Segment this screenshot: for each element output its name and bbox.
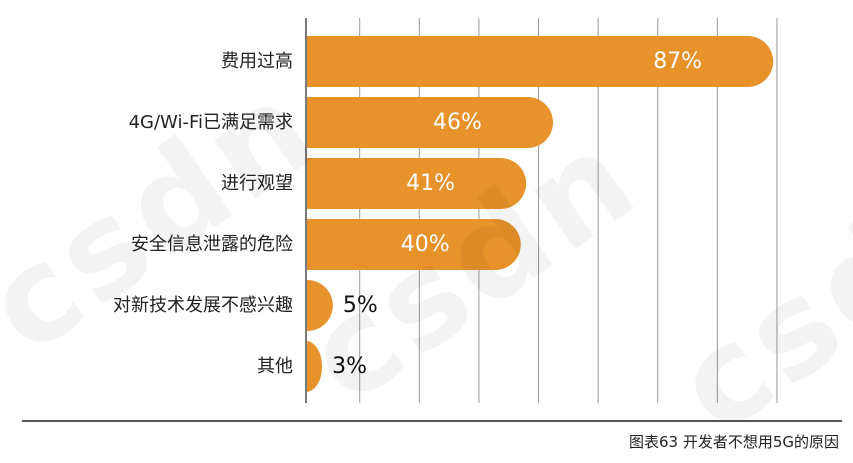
data-label: 46% [433,109,482,135]
data-label: 40% [400,231,450,257]
bar [306,36,774,87]
data-label: 5% [342,292,378,318]
category-label: 其他 [257,355,293,377]
bar [306,97,554,148]
data-label: 87% [653,48,703,74]
data-label: 41% [406,170,456,196]
bar [306,341,323,392]
category-label: 4G/Wi-Fi已满足需求 [128,111,293,133]
category-label: 费用过高 [221,50,293,72]
bar [306,280,333,331]
category-label: 对新技术发展不感兴趣 [113,294,293,316]
category-label: 进行观望 [221,172,293,194]
category-label: 安全信息泄露的危险 [131,233,293,255]
figure-caption: 图表63 开发者不想用5G的原因 [628,433,839,451]
bar [306,219,521,270]
data-label: 3% [332,353,368,379]
bottom-rule [22,420,842,422]
bar [306,158,527,209]
